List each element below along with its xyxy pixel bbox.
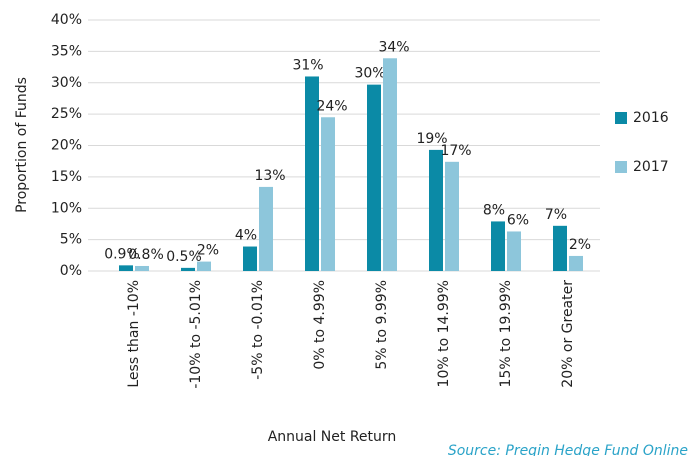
x-tick-label: 0% to 4.99% — [312, 280, 328, 370]
y-tick-label: 0% — [60, 263, 82, 279]
bar — [569, 255, 583, 271]
x-axis-label: Annual Net Return — [268, 429, 397, 445]
data-label: 34% — [378, 39, 409, 55]
x-tick-label: 5% to 9.99% — [374, 280, 390, 370]
bar — [491, 221, 505, 271]
bar — [383, 58, 397, 272]
y-tick-label: 5% — [60, 232, 82, 248]
bar — [181, 267, 195, 271]
data-label: 13% — [254, 168, 285, 184]
y-tick-label: 10% — [51, 200, 82, 216]
bar — [119, 265, 133, 271]
bar — [243, 246, 257, 271]
data-label: 7% — [545, 207, 567, 223]
legend-swatch — [615, 112, 627, 124]
bar — [321, 117, 335, 271]
y-tick-label: 15% — [51, 169, 82, 185]
data-label: 19% — [416, 131, 447, 147]
data-label: 31% — [292, 57, 323, 73]
data-label: 17% — [440, 143, 471, 159]
data-label: 0.5% — [166, 249, 202, 265]
data-label: 4% — [235, 228, 257, 244]
y-tick-label: 25% — [51, 106, 82, 122]
x-tick-label: Less than -10% — [126, 280, 142, 388]
legend-label: 2017 — [633, 159, 669, 175]
bar — [445, 161, 459, 271]
bar — [367, 84, 381, 271]
x-tick-label: 15% to 19.99% — [498, 280, 514, 387]
source: Source: Preqin Hedge Fund Online — [448, 443, 688, 456]
x-tick-label: -5% to -0.01% — [250, 280, 266, 380]
data-label: 0.8% — [128, 247, 164, 263]
data-label: 24% — [316, 98, 347, 114]
data-label: 30% — [354, 66, 385, 82]
x-tick-label: 20% or Greater — [560, 280, 576, 388]
bar — [429, 149, 443, 271]
data-label: 6% — [507, 212, 529, 228]
bar — [305, 76, 319, 271]
x-tick-label: 10% to 14.99% — [436, 280, 452, 387]
legend-label: 2016 — [633, 110, 669, 126]
bar — [135, 265, 149, 271]
bar — [259, 186, 273, 271]
bar — [507, 231, 521, 271]
y-axis-label: Proportion of Funds — [14, 77, 30, 213]
y-tick-label: 35% — [51, 43, 82, 59]
x-tick-label: -10% to -5.01% — [188, 280, 204, 389]
bar — [553, 225, 567, 271]
bar — [197, 261, 211, 271]
data-label: 2% — [197, 243, 219, 259]
data-label: 2% — [569, 237, 591, 253]
y-tick-label: 40% — [51, 12, 82, 28]
y-tick-label: 20% — [51, 138, 82, 154]
legend-swatch — [615, 161, 627, 173]
data-label: 8% — [483, 202, 505, 218]
y-tick-label: 30% — [51, 75, 82, 91]
data-label: 0.9% — [104, 246, 140, 262]
